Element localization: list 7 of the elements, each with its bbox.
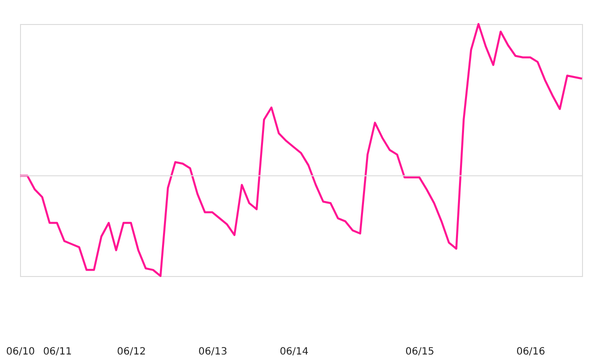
x-tick-label: 06/10 (6, 346, 35, 358)
x-tick-label: 06/13 (198, 346, 228, 358)
x-tick-label: 06/11 (43, 346, 72, 358)
x-tick-label: 06/12 (117, 346, 146, 358)
x-tick-label: 06/15 (405, 346, 434, 358)
x-tick-label: 06/14 (280, 346, 309, 358)
x-tick-label: 06/16 (516, 346, 546, 358)
